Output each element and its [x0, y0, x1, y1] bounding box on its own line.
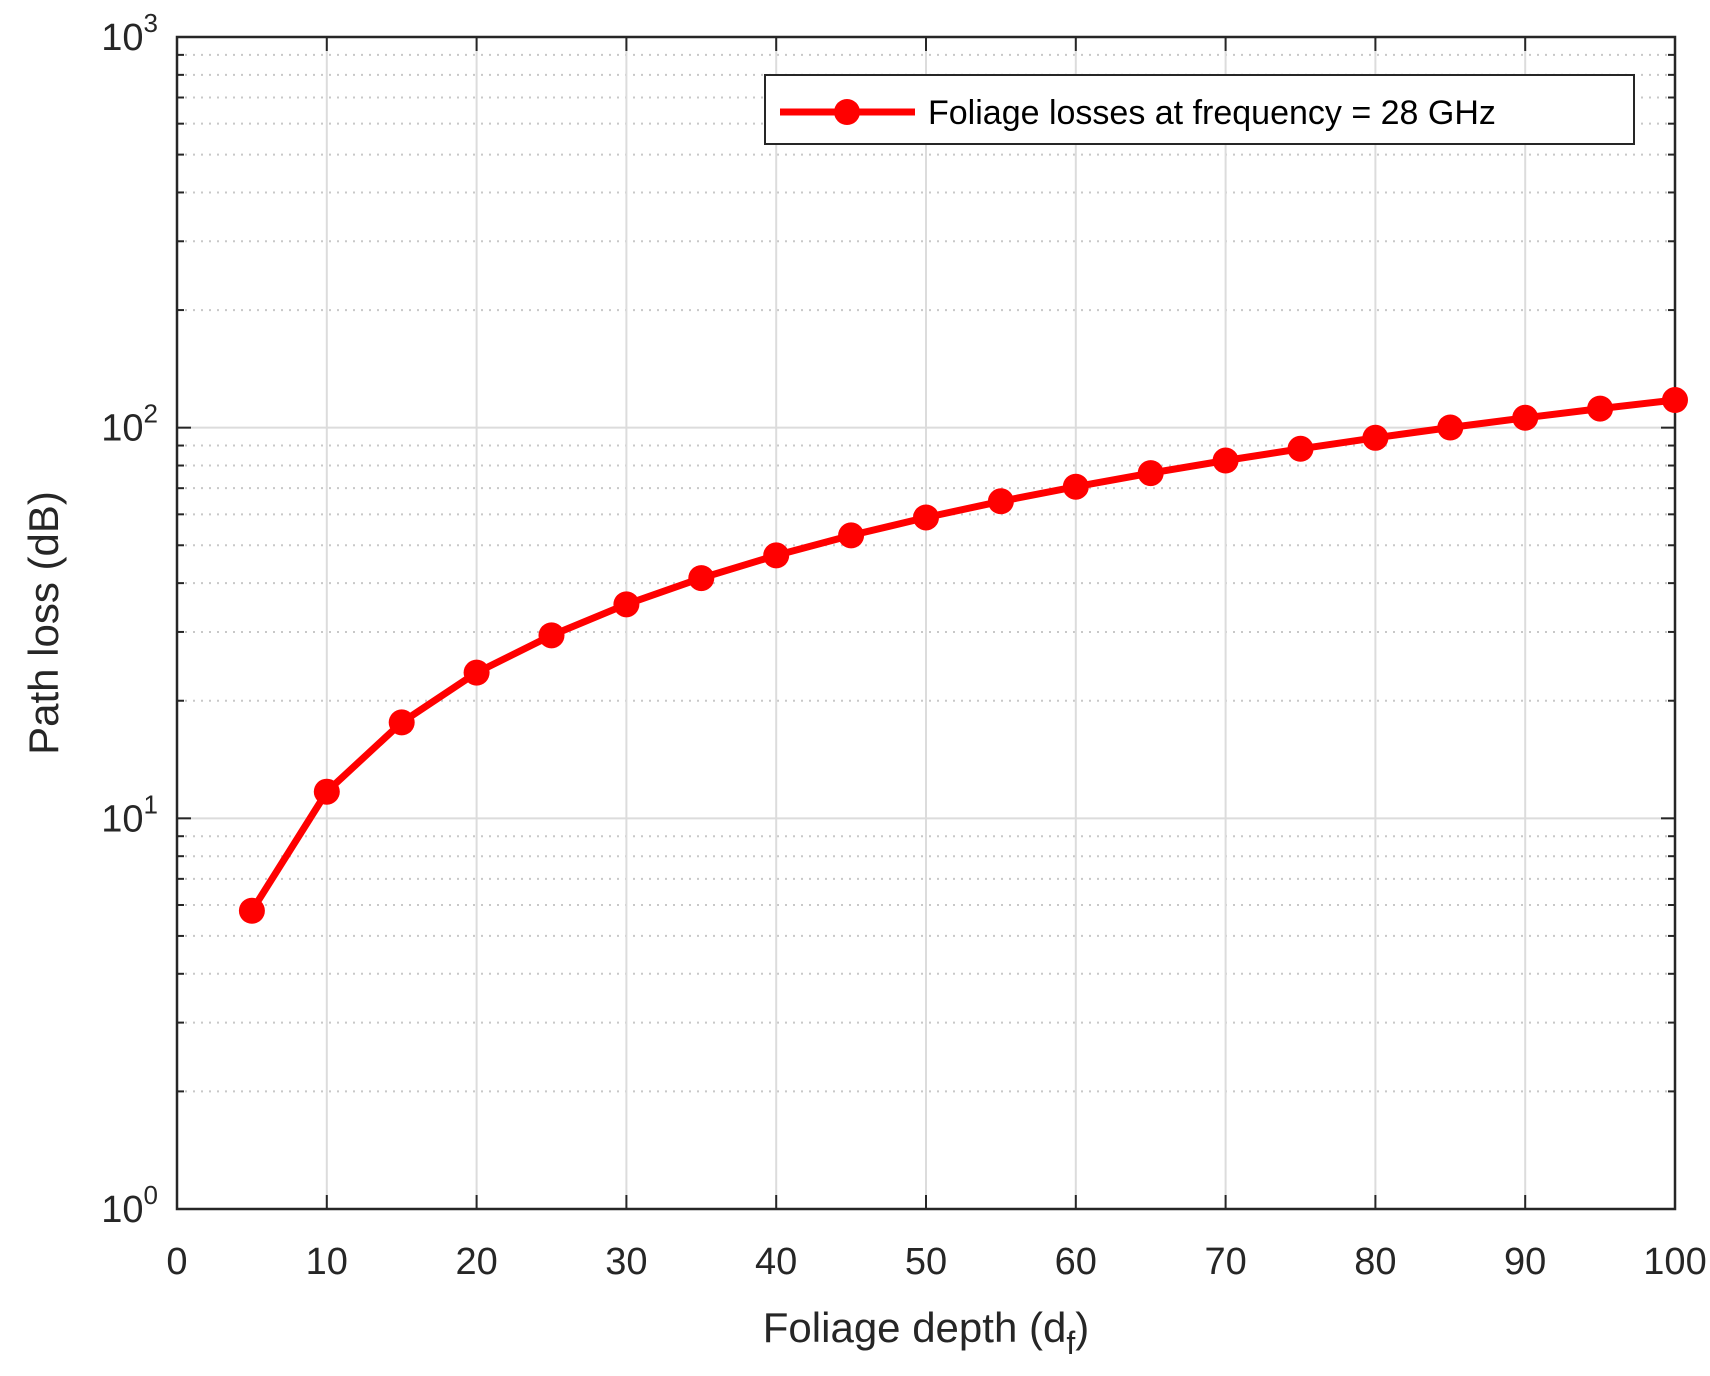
x-tick-label: 100: [1643, 1241, 1706, 1283]
data-point: [538, 622, 565, 649]
data-point: [913, 504, 939, 531]
data-point: [313, 778, 340, 805]
x-axis-title-main: Foliage depth (d: [763, 1304, 1067, 1351]
y-tick-label: 102: [101, 399, 158, 450]
x-tick-label: 50: [905, 1241, 947, 1283]
data-point: [1512, 404, 1539, 431]
data-point: [763, 542, 790, 569]
legend: Foliage losses at frequency = 28 GHz: [764, 74, 1635, 145]
data-point: [1437, 414, 1464, 441]
x-axis-title-close: ): [1075, 1304, 1089, 1351]
x-tick-label: 90: [1504, 1241, 1546, 1283]
y-tick-exponent: 1: [144, 789, 158, 819]
series-layer: [238, 387, 1688, 924]
data-point: [1662, 387, 1688, 414]
x-tick-label: 10: [306, 1241, 348, 1283]
x-tick-label: 40: [755, 1241, 797, 1283]
y-tick-base: 10: [101, 17, 143, 59]
data-point: [838, 522, 865, 549]
x-tick-label: 70: [1204, 1241, 1246, 1283]
legend-marker: [834, 99, 860, 125]
y-tick-base: 10: [101, 798, 143, 840]
legend-label: Foliage losses at frequency = 28 GHz: [928, 94, 1496, 132]
x-tick-label: 20: [455, 1241, 497, 1283]
x-axis-title: Foliage depth (df): [763, 1304, 1089, 1361]
x-tick-label: 60: [1055, 1241, 1097, 1283]
data-point: [388, 709, 415, 736]
x-tick-label: 0: [166, 1241, 187, 1283]
axes: [175, 35, 1677, 1211]
y-tick-label: 100: [101, 1180, 158, 1231]
data-point: [1212, 447, 1239, 474]
data-point: [688, 565, 715, 592]
y-tick-base: 10: [101, 408, 143, 450]
y-tick-exponent: 3: [144, 8, 158, 38]
y-tick-exponent: 0: [144, 1180, 158, 1210]
y-axis-title: Path loss (dB): [20, 491, 67, 755]
data-point: [1062, 473, 1089, 500]
x-axis-title-subscript: f: [1066, 1325, 1075, 1361]
data-point: [1362, 424, 1389, 451]
data-point: [987, 488, 1014, 515]
y-tick-label: 103: [101, 8, 158, 59]
data-point: [1587, 395, 1614, 422]
x-tick-label: 80: [1354, 1241, 1396, 1283]
y-tick-base: 10: [101, 1189, 143, 1231]
y-tick-label: 101: [101, 789, 158, 840]
data-point: [1287, 435, 1314, 462]
data-point: [1137, 460, 1164, 487]
x-tick-label: 30: [605, 1241, 647, 1283]
y-tick-exponent: 2: [144, 399, 158, 429]
data-point: [463, 659, 490, 686]
data-point: [613, 591, 640, 618]
data-point: [238, 897, 265, 924]
